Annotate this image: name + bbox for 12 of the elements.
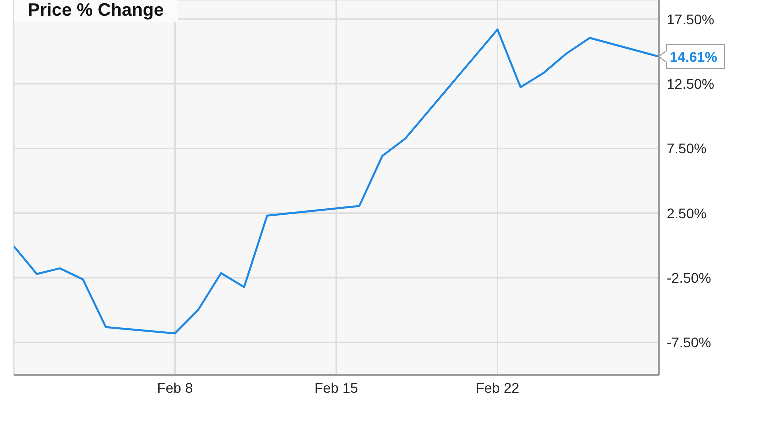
y-tick-label: 12.50%	[667, 76, 714, 92]
x-tick-label: Feb 8	[157, 380, 194, 396]
data-label: 14.61%	[670, 48, 718, 65]
y-tick-label: -2.50%	[667, 270, 712, 286]
x-tick-label: Feb 22	[476, 380, 520, 396]
chart-title: Price % Change	[14, 0, 178, 22]
y-tick-label: 17.50%	[667, 11, 714, 28]
x-tick-label: Feb 15	[314, 380, 359, 396]
y-tick-label: 2.50%	[667, 205, 707, 222]
line-series	[14, 28, 659, 335]
y-tick-label: 7.50%	[667, 140, 707, 157]
y-tick-label: -7.50%	[667, 334, 712, 351]
